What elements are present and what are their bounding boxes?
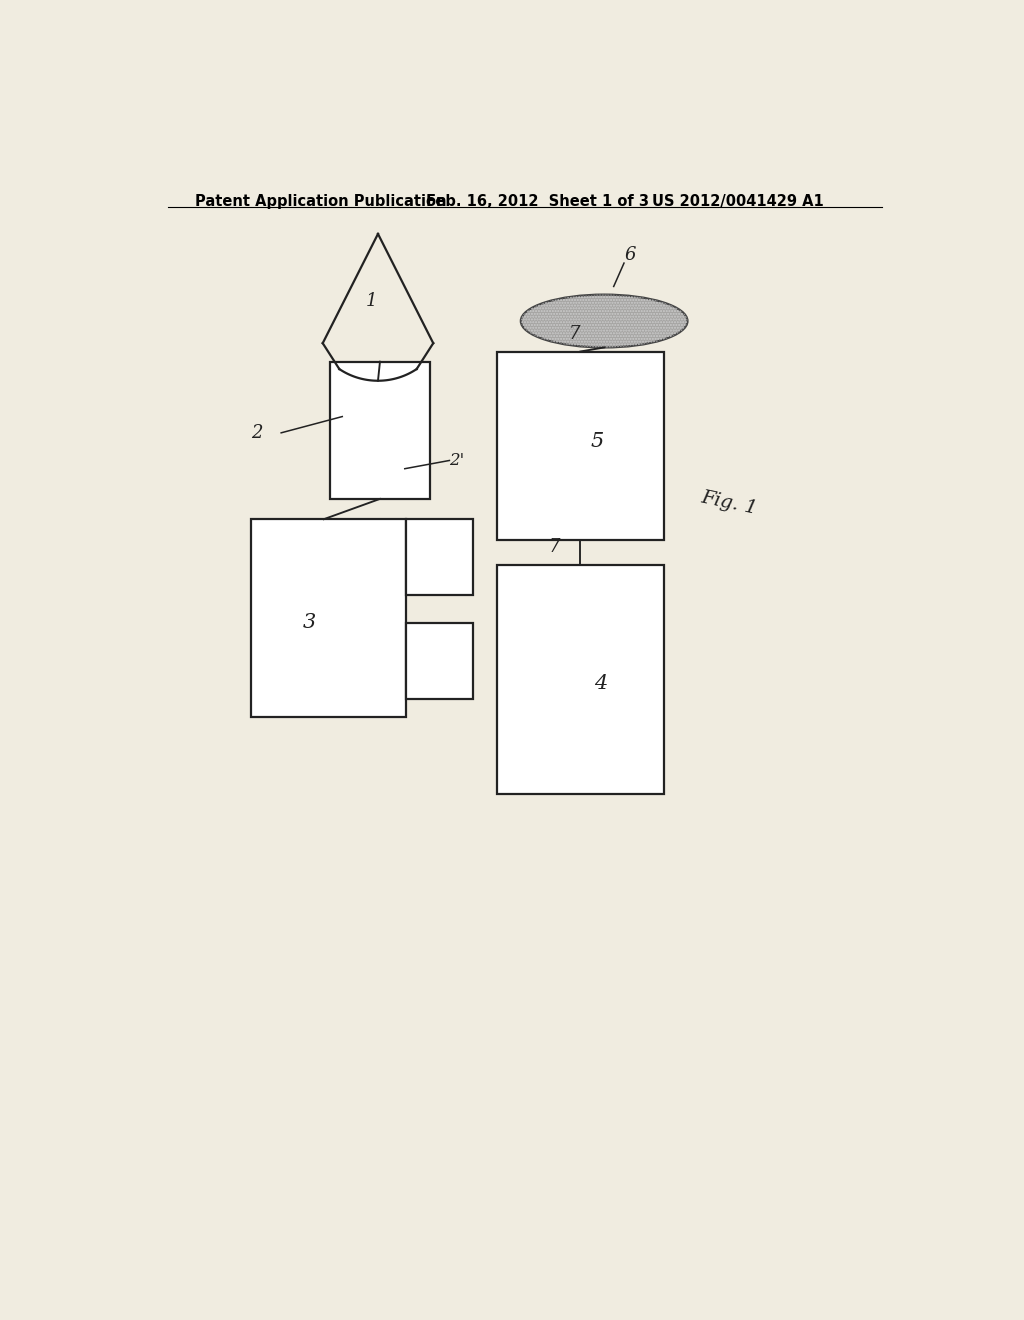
Bar: [497, 565, 664, 793]
Bar: [406, 519, 473, 595]
Text: 7: 7: [549, 539, 560, 556]
Text: 5: 5: [591, 432, 603, 451]
Text: US 2012/0041429 A1: US 2012/0041429 A1: [652, 194, 823, 209]
Bar: [497, 351, 664, 540]
Text: 2': 2': [450, 451, 465, 469]
Bar: [251, 519, 406, 718]
Text: 1: 1: [366, 292, 378, 310]
Text: 7: 7: [568, 325, 580, 343]
Bar: [406, 623, 473, 700]
Ellipse shape: [521, 294, 687, 347]
Text: Patent Application Publication: Patent Application Publication: [196, 194, 446, 209]
Bar: [331, 362, 430, 499]
Text: 4: 4: [594, 675, 607, 693]
Text: 2: 2: [251, 424, 262, 442]
Text: Fig. 1: Fig. 1: [699, 488, 759, 519]
Text: Feb. 16, 2012  Sheet 1 of 3: Feb. 16, 2012 Sheet 1 of 3: [426, 194, 648, 209]
Text: 3: 3: [303, 612, 316, 632]
Text: 6: 6: [624, 246, 636, 264]
